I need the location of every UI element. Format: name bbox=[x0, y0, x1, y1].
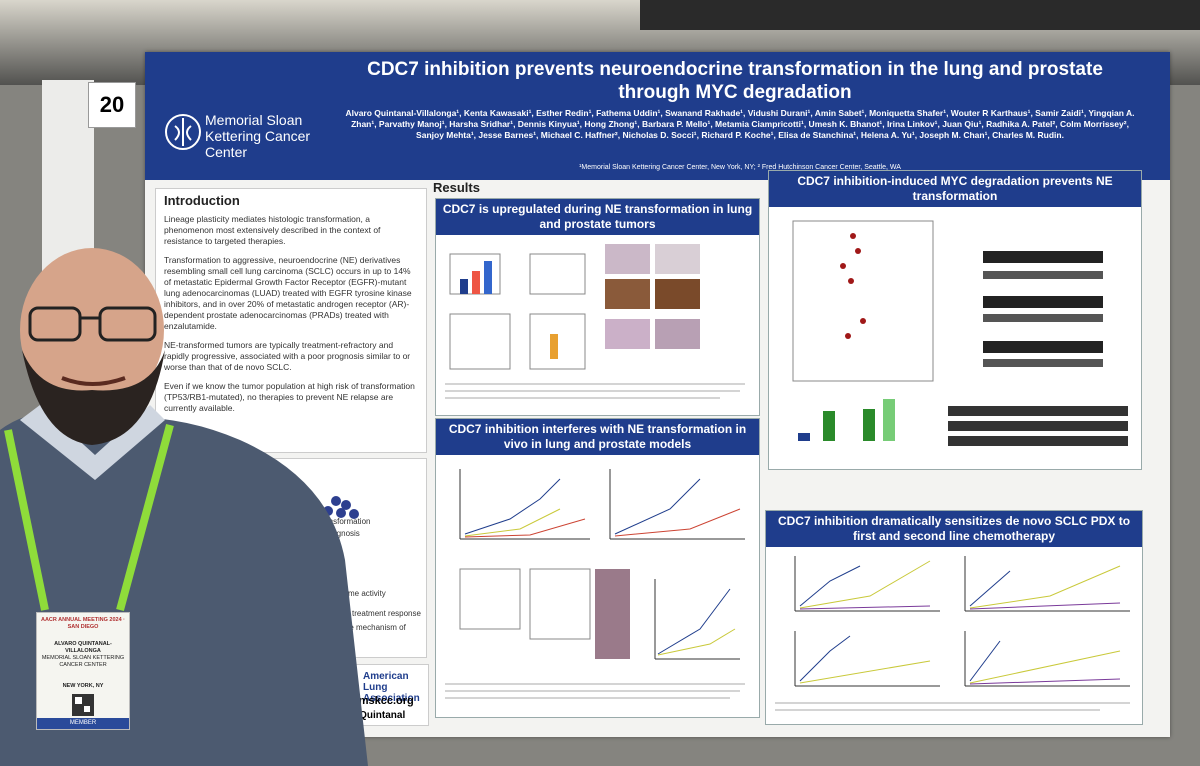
introduction: Introduction Lineage plasticity mediates… bbox=[155, 188, 427, 453]
panel: CDC7 inhibition dramatically sensitizes … bbox=[765, 510, 1143, 725]
head bbox=[20, 248, 164, 412]
ceiling-beam bbox=[640, 0, 1200, 30]
panel-figure bbox=[775, 556, 1130, 711]
panel: CDC7 inhibition interferes with NE trans… bbox=[435, 418, 760, 718]
panel: CDC7 inhibition-induced MYC degradation … bbox=[768, 170, 1142, 470]
conclusion-item: Proteasome activity bbox=[316, 589, 386, 598]
panel: CDC7 is upregulated during NE transforma… bbox=[435, 198, 760, 416]
mouth bbox=[61, 376, 126, 386]
panel-title: CDC7 inhibition interferes with NE trans… bbox=[436, 419, 759, 455]
conclusion-item: Extended treatment response bbox=[316, 609, 421, 618]
results-heading: Results bbox=[433, 180, 480, 195]
panel-figure bbox=[792, 220, 1128, 446]
introduction-heading: Introduction bbox=[164, 193, 240, 208]
lanyard bbox=[4, 423, 174, 612]
badge-role: MEMBER bbox=[37, 718, 129, 729]
panel-title: CDC7 inhibition dramatically sensitizes … bbox=[766, 511, 1142, 547]
badge-city: NEW YORK, NY bbox=[62, 683, 104, 689]
badge-institution: MEMORIAL SLOAN KETTERING CANCER CENTER bbox=[41, 655, 125, 668]
poster-number: 20 bbox=[88, 82, 136, 128]
paragraph: NE-transformed tumors are typically trea… bbox=[164, 340, 411, 372]
paragraph: Lineage plasticity mediates histologic t… bbox=[164, 214, 381, 246]
panel-title: CDC7 is upregulated during NE transforma… bbox=[436, 199, 759, 235]
name-badge: AACR ANNUAL MEETING 2024 · SAN DIEGO ALV… bbox=[36, 612, 130, 730]
paragraph: Even if we know the tumor population at … bbox=[164, 381, 415, 413]
poster: Memorial Sloan Kettering Cancer Center C… bbox=[145, 52, 1170, 737]
beard bbox=[22, 350, 165, 445]
glasses bbox=[28, 306, 157, 342]
panel-figure bbox=[445, 244, 745, 399]
affiliations: ¹Memorial Sloan Kettering Cancer Center,… bbox=[579, 164, 901, 171]
sponsor: American Lung Association bbox=[363, 671, 420, 704]
logo-text: Memorial Sloan Kettering Cancer Center bbox=[205, 112, 311, 160]
logo-icon bbox=[165, 114, 201, 150]
badge-meeting: AACR ANNUAL MEETING 2024 · SAN DIEGO bbox=[40, 617, 126, 630]
paragraph: Transformation to aggressive, neuroendoc… bbox=[164, 255, 412, 331]
poster-header: Memorial Sloan Kettering Cancer Center C… bbox=[145, 52, 1170, 180]
authors: Alvaro Quintanal-Villalonga¹, Kenta Kawa… bbox=[345, 108, 1135, 140]
badge-name: ALVARO QUINTANAL-VILLALONGA bbox=[54, 641, 112, 654]
poster-title: CDC7 inhibition prevents neuroendocrine … bbox=[367, 59, 1103, 103]
panel-title: CDC7 inhibition-induced MYC degradation … bbox=[769, 171, 1141, 207]
conclusion-item: NE transformation bbox=[306, 517, 371, 526]
panel-figure bbox=[445, 469, 745, 699]
contact-email: @mskcc.org bbox=[348, 695, 414, 707]
contact-handle: oQuintanal bbox=[353, 710, 406, 721]
badge-qr bbox=[72, 694, 94, 716]
